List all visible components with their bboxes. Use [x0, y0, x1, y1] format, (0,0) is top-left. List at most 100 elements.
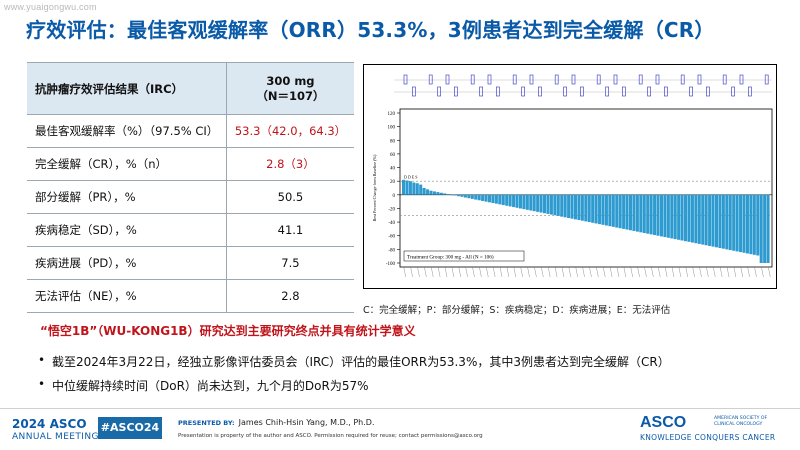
y-axis-label: Best Percent Change from Baseline (%) — [372, 154, 377, 221]
y-tick-label: 120 — [388, 112, 396, 117]
waterfall-bar — [481, 194, 485, 201]
waterfall-bar — [453, 194, 457, 196]
header-col-assessment: 抗肿瘤疗效评估结果（IRC） — [27, 62, 227, 115]
waterfall-bar — [408, 181, 412, 195]
x-tick-stub — [589, 266, 592, 278]
y-tick-label: -80 — [388, 248, 395, 253]
waterfall-bar — [539, 194, 543, 213]
waterfall-bar — [443, 193, 447, 195]
waterfall-bar — [549, 194, 553, 215]
waterfall-bar — [697, 194, 701, 244]
waterfall-bar — [532, 194, 536, 212]
x-tick-stub — [424, 266, 427, 278]
marker-box — [697, 74, 702, 85]
x-tick-stub — [568, 266, 571, 278]
table-row: 疾病稳定（SD），% 41.1 — [27, 213, 354, 247]
waterfall-bar — [735, 194, 739, 252]
x-tick-stub — [492, 266, 496, 278]
waterfall-bar — [522, 194, 526, 210]
waterfall-bar — [477, 194, 481, 201]
waterfall-bar — [556, 194, 560, 216]
waterfall-bar — [680, 194, 684, 241]
slide-title: 疗效评估：最佳客观缓解率（ORR）53.3%，3例患者达到完全缓解（CR） — [26, 18, 715, 42]
waterfall-bar — [670, 194, 674, 239]
waterfall-bar — [635, 194, 639, 232]
waterfall-bar — [690, 194, 694, 243]
waterfall-bar — [573, 194, 578, 220]
waterfall-bar — [642, 194, 646, 233]
x-tick-stub — [685, 266, 688, 278]
marker-box — [412, 86, 416, 97]
x-tick-stub — [541, 266, 544, 278]
waterfall-bar — [505, 194, 509, 206]
waterfall-bar — [436, 192, 440, 195]
x-tick-stub — [486, 266, 489, 278]
marker-box — [538, 86, 542, 97]
waterfall-bar — [677, 194, 681, 240]
x-tick-stub — [513, 266, 516, 278]
x-tick-stub — [499, 266, 503, 278]
row-value: 41.1 — [225, 213, 354, 247]
marker-box — [563, 86, 567, 97]
waterfall-bar — [498, 194, 502, 205]
waterfall-bar — [687, 194, 691, 242]
row-value: 7.5 — [225, 246, 354, 280]
x-tick-stub — [465, 266, 468, 278]
waterfall-bar — [501, 194, 505, 206]
waterfall-bar — [745, 194, 749, 254]
y-tick-label: 40 — [390, 167, 396, 172]
asco-society-logo: ASCO AMERICAN SOCIETY OF CLINICAL ONCOLO… — [640, 414, 775, 442]
waterfall-bar — [474, 194, 478, 200]
row-value: 53.3（42.0，64.3） — [225, 114, 354, 148]
waterfall-bar — [518, 194, 522, 209]
y-tick-label: 100 — [388, 126, 396, 131]
waterfall-bar — [608, 194, 612, 227]
row-label: 部分缓解（PR），% — [27, 180, 227, 214]
x-tick-stub — [520, 266, 523, 278]
waterfall-bar — [728, 194, 732, 251]
waterfall-bar — [622, 194, 626, 229]
waterfall-bar — [611, 194, 615, 227]
row-label: 疾病稳定（SD），% — [27, 213, 227, 247]
x-tick-stub — [582, 266, 585, 278]
y-tick-label: 0 — [393, 194, 396, 199]
y-tick-label: -20 — [388, 207, 395, 212]
marker-box — [437, 86, 441, 97]
marker-box — [722, 74, 727, 85]
table-row: 最佳客观缓解率（%）（97.5% CI） 53.3（42.0，64.3） — [27, 114, 354, 148]
x-tick-stub — [506, 266, 510, 278]
x-tick-stub — [678, 266, 682, 278]
waterfall-bar — [546, 194, 550, 214]
annual-meeting-label: ANNUAL MEETING — [12, 432, 99, 442]
conclusion-text: “悟空1B”（WU-KONG1B）研究达到主要研究终点并具有统计学意义 — [40, 324, 416, 338]
waterfall-bar — [714, 194, 719, 248]
waterfall-bar — [721, 194, 725, 249]
y-tick-label: 20 — [390, 180, 396, 185]
table-row: 疾病进展（PD），% 7.5 — [27, 246, 354, 280]
waterfall-bar — [543, 194, 547, 214]
waterfall-bar — [604, 194, 608, 226]
waterfall-bar — [450, 194, 454, 196]
society-name: AMERICAN SOCIETY OF CLINICAL ONCOLOGY — [714, 416, 767, 427]
marker-box — [580, 86, 584, 97]
society-line1: AMERICAN SOCIETY OF — [714, 416, 768, 421]
waterfall-bar — [508, 194, 512, 207]
waterfall-bar — [739, 194, 743, 253]
y-tick-label: -100 — [386, 262, 396, 267]
x-tick-stub — [451, 266, 455, 278]
x-tick-stub — [671, 266, 675, 278]
waterfall-bar — [422, 188, 426, 195]
waterfall-bar — [749, 194, 753, 255]
waterfall-bar — [684, 194, 688, 242]
presented-by-label: PRESENTED BY: — [178, 419, 235, 427]
marker-box — [403, 74, 408, 85]
waterfall-bar — [429, 190, 433, 195]
waterfall-bar — [577, 194, 581, 221]
waterfall-bar — [659, 194, 663, 237]
chart-legend: C：完全缓解；P：部分缓解；S：疾病稳定；D：疾病进展；E：无法评估 — [363, 305, 671, 316]
table-row: 部分缓解（PR），% 50.5 — [27, 180, 354, 214]
waterfall-bar — [587, 194, 591, 223]
waterfall-bar — [628, 194, 633, 231]
x-tick-stub — [692, 266, 695, 278]
waterfall-bar — [639, 194, 643, 233]
